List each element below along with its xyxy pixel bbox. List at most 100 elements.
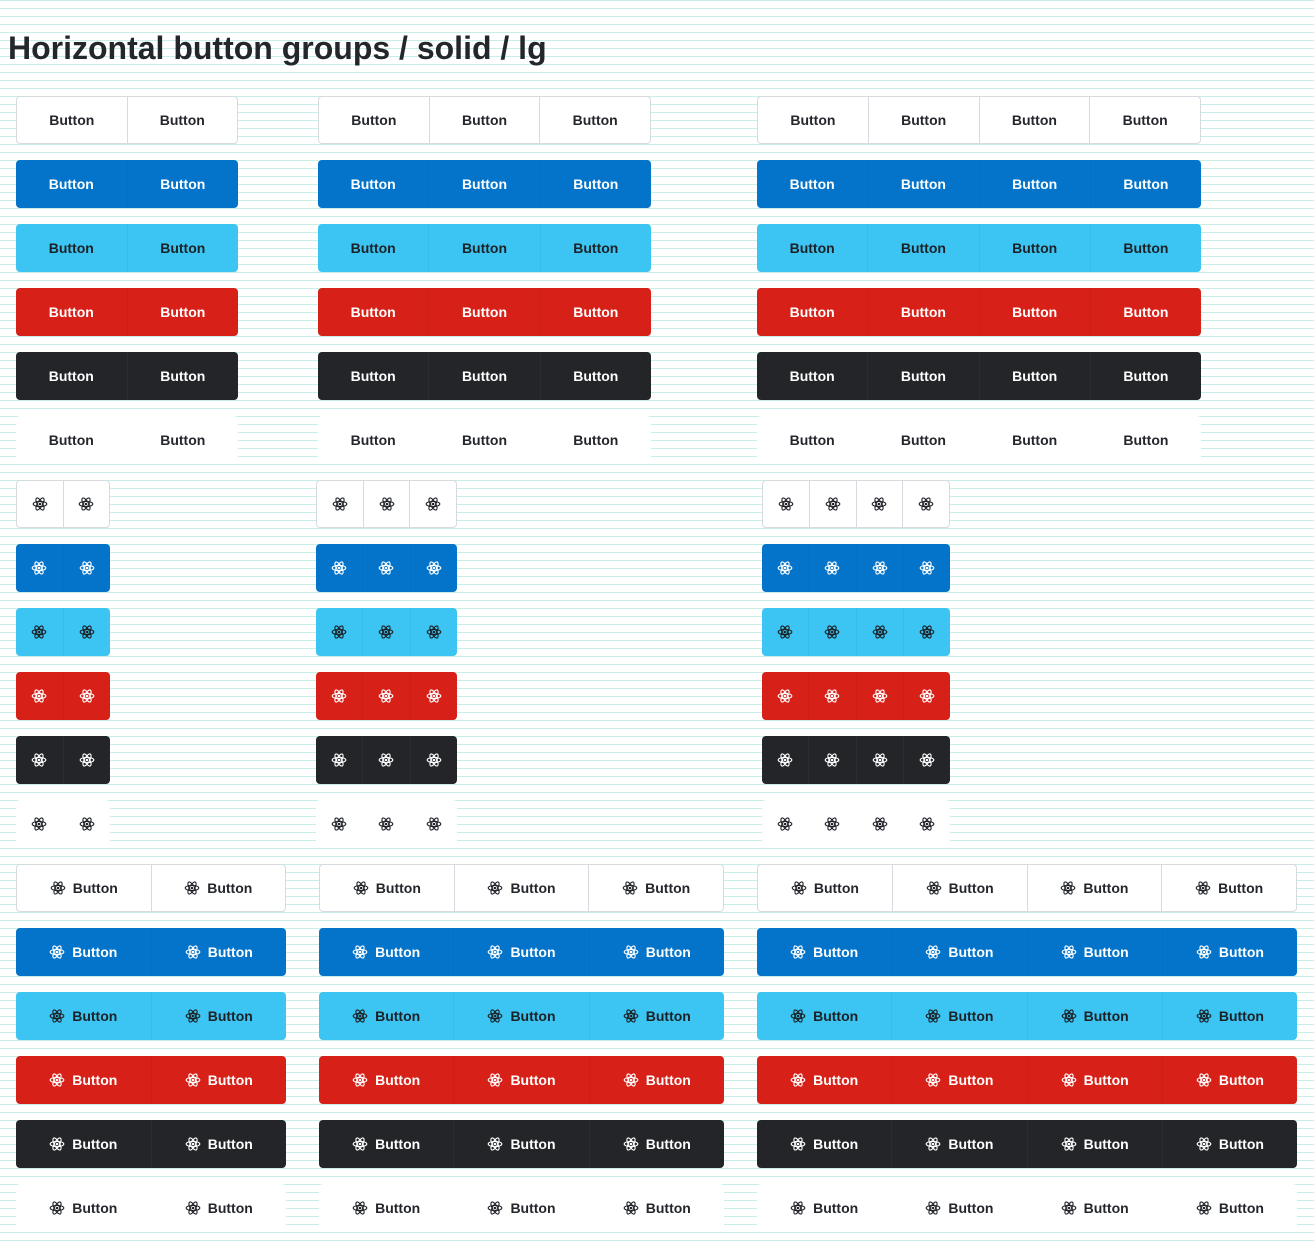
group-button[interactable]: Button (758, 865, 892, 911)
group-button[interactable]: Button (16, 288, 127, 336)
group-button[interactable]: Button (1089, 97, 1200, 143)
group-button[interactable]: Button (588, 865, 723, 911)
group-button[interactable] (855, 736, 903, 784)
group-button[interactable]: Button (1089, 224, 1201, 272)
group-button[interactable]: Button (891, 1184, 1026, 1232)
group-button[interactable] (362, 608, 409, 656)
group-button[interactable]: Button (867, 160, 978, 208)
group-button[interactable] (362, 736, 409, 784)
group-button[interactable]: Button (588, 928, 724, 976)
group-button[interactable] (762, 736, 808, 784)
group-button[interactable] (62, 608, 111, 656)
group-button[interactable]: Button (453, 865, 589, 911)
group-button[interactable]: Button (126, 288, 239, 336)
group-button[interactable] (16, 608, 63, 656)
group-button[interactable]: Button (757, 1120, 891, 1168)
group-button[interactable] (409, 608, 457, 656)
group-button[interactable]: Button (757, 992, 891, 1040)
group-button[interactable] (902, 544, 950, 592)
group-button[interactable]: Button (319, 928, 453, 976)
group-button[interactable] (902, 672, 950, 720)
group-button[interactable]: Button (318, 352, 428, 400)
group-button[interactable] (16, 800, 63, 848)
group-button[interactable]: Button (867, 352, 978, 400)
group-button[interactable]: Button (1026, 1056, 1162, 1104)
group-button[interactable]: Button (428, 160, 539, 208)
group-button[interactable]: Button (16, 928, 151, 976)
group-button[interactable]: Button (17, 97, 127, 143)
group-button[interactable]: Button (16, 992, 151, 1040)
group-button[interactable] (17, 481, 63, 527)
group-button[interactable]: Button (539, 416, 651, 464)
group-button[interactable]: Button (867, 416, 978, 464)
group-button[interactable]: Button (16, 1184, 151, 1232)
group-button[interactable]: Button (319, 1056, 453, 1104)
group-button[interactable]: Button (1161, 1056, 1297, 1104)
group-button[interactable] (855, 481, 903, 527)
group-button[interactable]: Button (1161, 865, 1296, 911)
group-button[interactable] (362, 481, 410, 527)
group-button[interactable]: Button (318, 224, 428, 272)
group-button[interactable] (855, 608, 903, 656)
group-button[interactable]: Button (1026, 865, 1162, 911)
group-button[interactable]: Button (126, 97, 238, 143)
group-button[interactable]: Button (16, 224, 127, 272)
group-button[interactable]: Button (539, 224, 651, 272)
group-button[interactable]: Button (150, 1184, 287, 1232)
group-button[interactable] (362, 800, 409, 848)
group-button[interactable] (62, 481, 110, 527)
group-button[interactable] (316, 608, 362, 656)
group-button[interactable]: Button (757, 224, 867, 272)
group-button[interactable] (902, 608, 950, 656)
group-button[interactable] (808, 481, 856, 527)
group-button[interactable]: Button (1026, 928, 1162, 976)
group-button[interactable]: Button (539, 97, 650, 143)
group-button[interactable] (762, 672, 808, 720)
group-button[interactable]: Button (319, 1120, 453, 1168)
group-button[interactable] (902, 800, 950, 848)
group-button[interactable]: Button (978, 97, 1090, 143)
group-button[interactable] (762, 544, 808, 592)
group-button[interactable]: Button (428, 416, 539, 464)
group-button[interactable]: Button (150, 992, 287, 1040)
group-button[interactable] (62, 736, 111, 784)
group-button[interactable] (902, 736, 950, 784)
group-button[interactable]: Button (16, 1056, 151, 1104)
group-button[interactable]: Button (453, 1184, 588, 1232)
group-button[interactable]: Button (453, 992, 588, 1040)
group-button[interactable] (409, 800, 457, 848)
group-button[interactable]: Button (891, 992, 1026, 1040)
group-button[interactable]: Button (891, 1056, 1026, 1104)
group-button[interactable]: Button (319, 97, 429, 143)
group-button[interactable] (808, 800, 855, 848)
group-button[interactable]: Button (1089, 160, 1201, 208)
group-button[interactable]: Button (150, 1120, 287, 1168)
group-button[interactable] (62, 800, 111, 848)
group-button[interactable]: Button (757, 1056, 891, 1104)
group-button[interactable] (409, 672, 457, 720)
group-button[interactable]: Button (1089, 416, 1201, 464)
group-button[interactable] (409, 544, 457, 592)
group-button[interactable]: Button (757, 288, 867, 336)
group-button[interactable]: Button (150, 928, 287, 976)
group-button[interactable]: Button (978, 416, 1090, 464)
group-button[interactable]: Button (453, 1056, 588, 1104)
group-button[interactable] (902, 481, 949, 527)
group-button[interactable] (808, 544, 855, 592)
group-button[interactable]: Button (867, 224, 978, 272)
group-button[interactable]: Button (867, 97, 979, 143)
group-button[interactable] (362, 544, 409, 592)
group-button[interactable]: Button (428, 97, 540, 143)
group-button[interactable]: Button (1089, 352, 1201, 400)
group-button[interactable] (762, 800, 808, 848)
group-button[interactable]: Button (1161, 1184, 1297, 1232)
group-button[interactable] (808, 608, 855, 656)
group-button[interactable]: Button (16, 1120, 151, 1168)
group-button[interactable]: Button (588, 1120, 724, 1168)
group-button[interactable]: Button (428, 224, 539, 272)
group-button[interactable]: Button (867, 288, 978, 336)
group-button[interactable]: Button (319, 992, 453, 1040)
group-button[interactable]: Button (1026, 1184, 1162, 1232)
group-button[interactable]: Button (17, 865, 151, 911)
group-button[interactable] (762, 608, 808, 656)
